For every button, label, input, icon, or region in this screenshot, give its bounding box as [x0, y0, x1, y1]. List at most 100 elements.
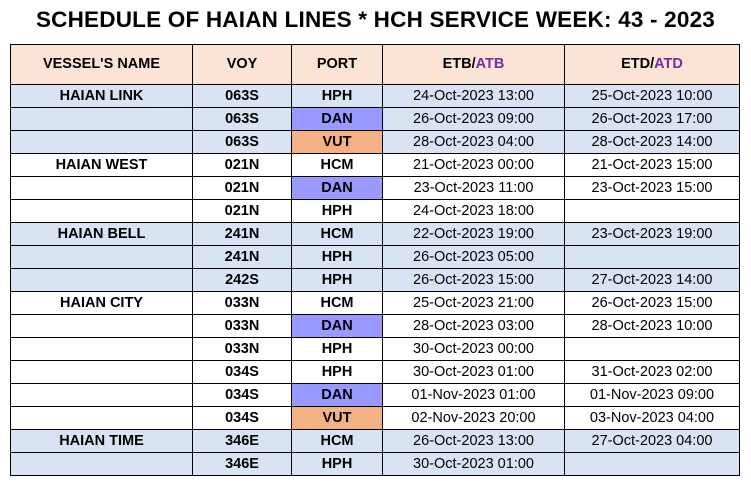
header-vessel-name: VESSEL'S NAME [10, 44, 193, 85]
etd-cell: 03-Nov-2023 04:00 [564, 406, 740, 430]
etb-cell: 25-Oct-2023 21:00 [382, 291, 565, 315]
header-voy: VOY [192, 44, 292, 85]
vessel-name-cell [10, 314, 193, 338]
vessel-name-cell [10, 245, 193, 269]
table-row: 033N DAN 28-Oct-2023 03:00 28-Oct-2023 10:0… [10, 314, 740, 338]
header-port: PORT [291, 44, 383, 85]
port-cell: HCM [291, 153, 383, 177]
etb-cell: 02-Nov-2023 20:00 [382, 406, 565, 430]
header-row: VESSEL'S NAME VOY PORT ETB/ATB ETD/ATD [10, 44, 740, 85]
table-row: 021N DAN 23-Oct-2023 11:00 23-Oct-2023 15:0… [10, 176, 740, 200]
voy-cell: 346E [192, 429, 292, 453]
vessel-name-cell [10, 199, 193, 223]
etd-cell: 26-Oct-2023 15:00 [564, 291, 740, 315]
vessel-name-cell: HAIAN LINK [10, 84, 193, 108]
header-atb: ATB [475, 56, 505, 72]
page-title: SCHEDULE OF HAIAN LINES * HCH SERVICE WE… [35, 7, 716, 32]
port-cell: VUT [291, 130, 383, 154]
etb-cell: 26-Oct-2023 05:00 [382, 245, 565, 269]
port-cell: HCM [291, 222, 383, 246]
vessel-name-cell: HAIAN BELL [10, 222, 193, 246]
etd-cell: 28-Oct-2023 14:00 [564, 130, 740, 154]
schedule-table: VESSEL'S NAME VOY PORT ETB/ATB ETD/ATD H… [10, 44, 740, 476]
etd-cell [564, 245, 740, 269]
port-cell: HPH [291, 84, 383, 108]
table-row: 034S DAN 01-Nov-2023 01:00 01-Nov-2023 09:0… [10, 383, 740, 407]
etb-cell: 21-Oct-2023 00:00 [382, 153, 565, 177]
table-row: HAIAN BELL 241N HCM 22-Oct-2023 19:00 23-Oct… [10, 222, 740, 246]
vessel-name-cell: HAIAN TIME [10, 429, 193, 453]
voy-cell: 033N [192, 291, 292, 315]
port-cell: DAN [291, 314, 383, 338]
voy-cell: 241N [192, 222, 292, 246]
etd-cell: 27-Oct-2023 04:00 [564, 429, 740, 453]
header-etd-atd: ETD/ATD [564, 44, 740, 85]
voy-cell: 033N [192, 314, 292, 338]
etb-cell: 23-Oct-2023 11:00 [382, 176, 565, 200]
table-row: 242S HPH 26-Oct-2023 15:00 27-Oct-2023 14:0… [10, 268, 740, 292]
etd-cell: 25-Oct-2023 10:00 [564, 84, 740, 108]
vessel-name-cell [10, 337, 193, 361]
voy-cell: 034S [192, 360, 292, 384]
etb-cell: 26-Oct-2023 15:00 [382, 268, 565, 292]
table-row: 033N HPH 30-Oct-2023 00:00 [10, 337, 740, 361]
table-row: HAIAN TIME 346E HCM 26-Oct-2023 13:00 27-Oct… [10, 429, 740, 453]
table-row: 021N HPH 24-Oct-2023 18:00 [10, 199, 740, 223]
table-row: 063S VUT 28-Oct-2023 04:00 28-Oct-2023 14:0… [10, 130, 740, 154]
etb-cell: 30-Oct-2023 00:00 [382, 337, 565, 361]
port-cell: HPH [291, 268, 383, 292]
voy-cell: 034S [192, 383, 292, 407]
etb-cell: 28-Oct-2023 04:00 [382, 130, 565, 154]
port-cell: HPH [291, 452, 383, 476]
etd-cell [564, 337, 740, 361]
table-row: 063S DAN 26-Oct-2023 09:00 26-Oct-2023 17:0… [10, 107, 740, 131]
etb-cell: 28-Oct-2023 03:00 [382, 314, 565, 338]
vessel-name-cell [10, 268, 193, 292]
table-row: HAIAN WEST 021N HCM 21-Oct-2023 00:00 21-Oct… [10, 153, 740, 177]
voy-cell: 021N [192, 199, 292, 223]
port-cell: VUT [291, 406, 383, 430]
etb-cell: 24-Oct-2023 18:00 [382, 199, 565, 223]
etd-cell: 28-Oct-2023 10:00 [564, 314, 740, 338]
etd-cell: 26-Oct-2023 17:00 [564, 107, 740, 131]
table-row: 034S VUT 02-Nov-2023 20:00 03-Nov-2023 04:0… [10, 406, 740, 430]
etd-cell: 31-Oct-2023 02:00 [564, 360, 740, 384]
voy-cell: 034S [192, 406, 292, 430]
etd-cell: 23-Oct-2023 19:00 [564, 222, 740, 246]
port-cell: HPH [291, 199, 383, 223]
etb-cell: 30-Oct-2023 01:00 [382, 360, 565, 384]
voy-cell: 063S [192, 84, 292, 108]
table-row: HAIAN CITY 033N HCM 25-Oct-2023 21:00 26-Oct… [10, 291, 740, 315]
port-cell: HPH [291, 337, 383, 361]
voy-cell: 346E [192, 452, 292, 476]
port-cell: HCM [291, 291, 383, 315]
voy-cell: 063S [192, 130, 292, 154]
header-atd: ATD [654, 56, 683, 72]
table-row: 034S HPH 30-Oct-2023 01:00 31-Oct-2023 02:0… [10, 360, 740, 384]
port-cell: DAN [291, 176, 383, 200]
voy-cell: 021N [192, 153, 292, 177]
etd-cell: 01-Nov-2023 09:00 [564, 383, 740, 407]
voy-cell: 242S [192, 268, 292, 292]
etd-cell: 27-Oct-2023 14:00 [564, 268, 740, 292]
table-row: 241N HPH 26-Oct-2023 05:00 [10, 245, 740, 269]
voy-cell: 033N [192, 337, 292, 361]
voy-cell: 063S [192, 107, 292, 131]
vessel-name-cell: HAIAN CITY [10, 291, 193, 315]
etd-cell [564, 199, 740, 223]
port-cell: HPH [291, 360, 383, 384]
etb-cell: 01-Nov-2023 01:00 [382, 383, 565, 407]
vessel-name-cell: HAIAN WEST [10, 153, 193, 177]
table-row: 346E HPH 30-Oct-2023 01:00 [10, 452, 740, 476]
header-etd: ETD/ [621, 56, 655, 72]
vessel-name-cell [10, 406, 193, 430]
vessel-name-cell [10, 107, 193, 131]
voy-cell: 021N [192, 176, 292, 200]
etb-cell: 26-Oct-2023 09:00 [382, 107, 565, 131]
etd-cell: 21-Oct-2023 15:00 [564, 153, 740, 177]
port-cell: HPH [291, 245, 383, 269]
vessel-name-cell [10, 383, 193, 407]
voy-cell: 241N [192, 245, 292, 269]
schedule-body: HAIAN LINK 063S HPH 24-Oct-2023 13:00 25-Oct… [10, 84, 740, 476]
